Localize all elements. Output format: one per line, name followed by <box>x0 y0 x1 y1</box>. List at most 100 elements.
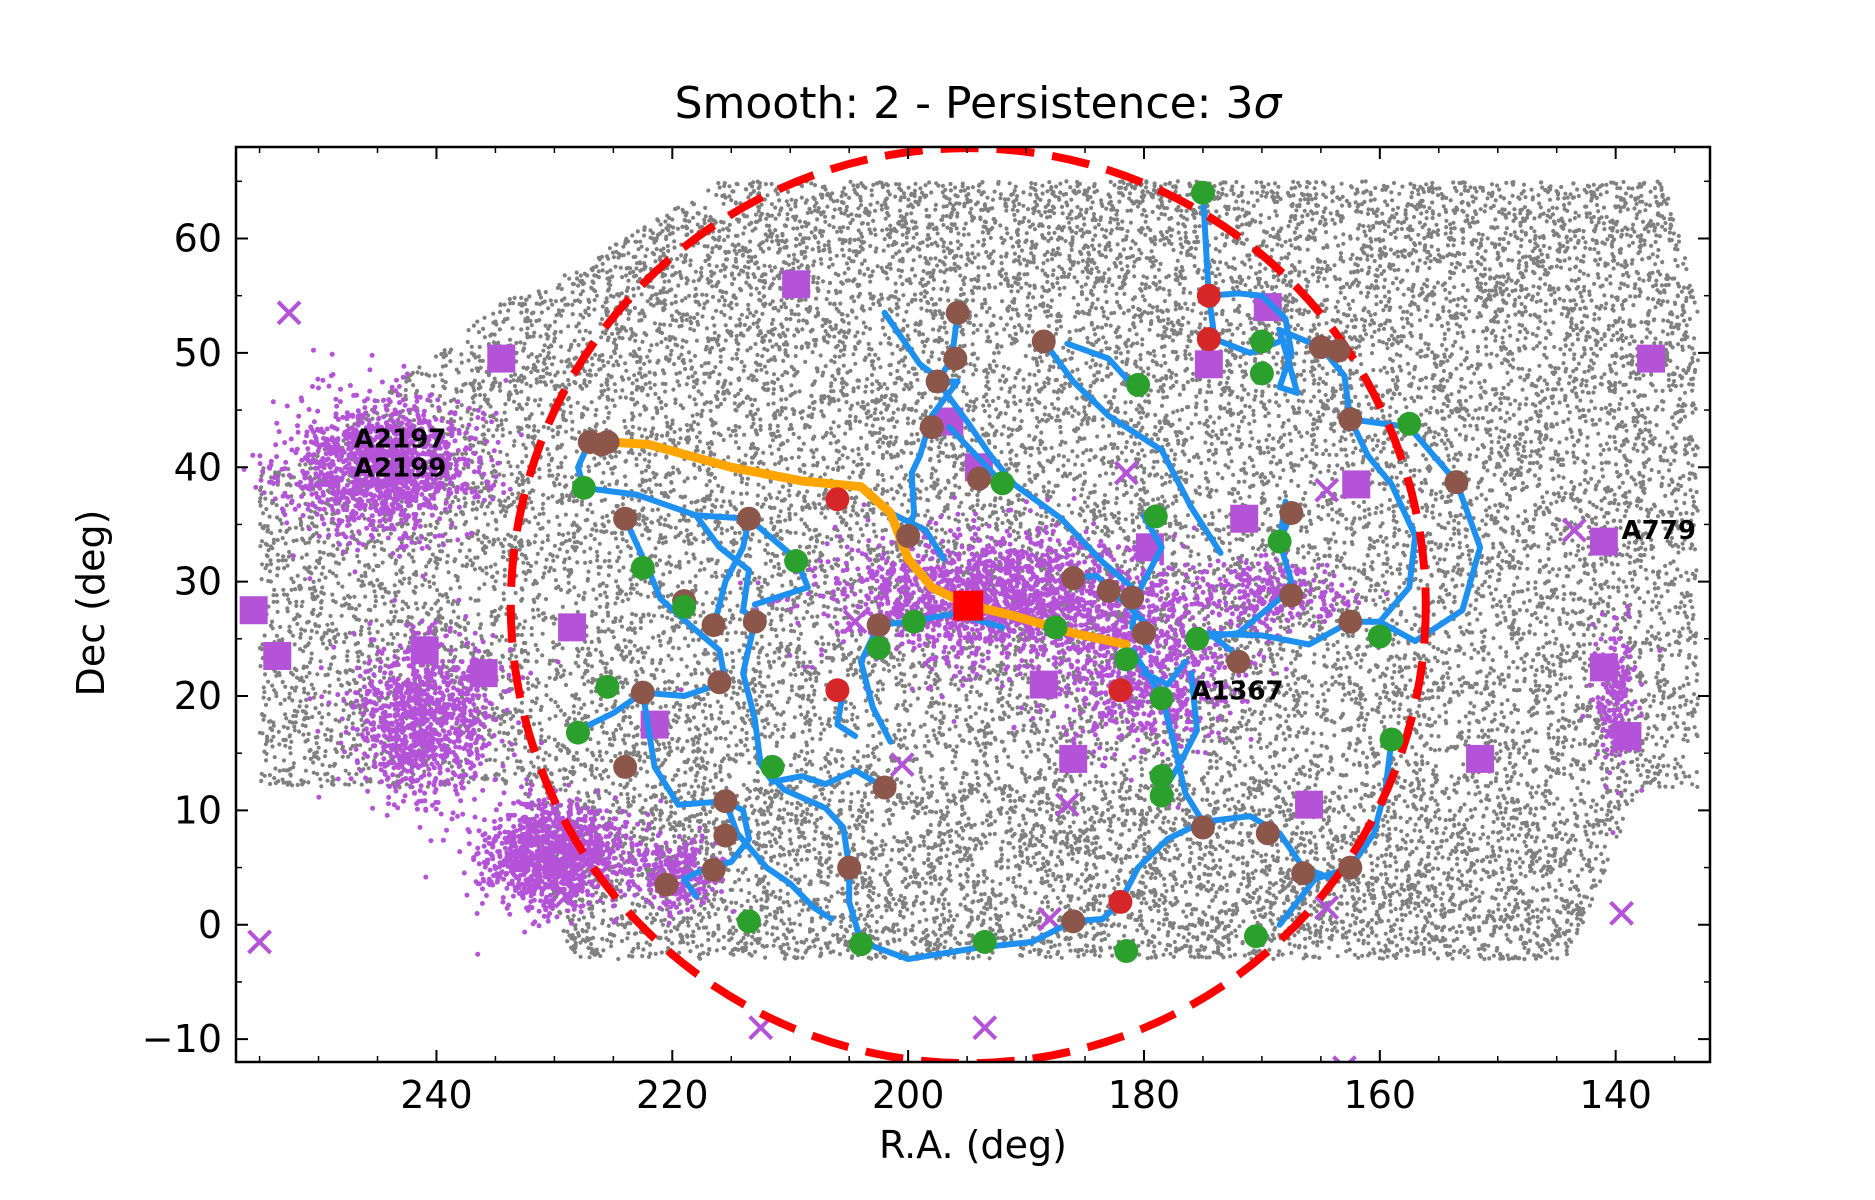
cross-markers <box>247 300 1634 1062</box>
minimum-point <box>1143 504 1168 529</box>
saddle-point <box>613 506 638 531</box>
x-axis-label: R.A. (deg) <box>879 1123 1067 1167</box>
filament <box>1141 658 1189 688</box>
filament <box>834 687 859 739</box>
saddle-point <box>1279 583 1304 608</box>
filament <box>887 510 947 562</box>
cluster-square <box>1466 744 1495 773</box>
saddle-point <box>1031 329 1056 354</box>
cluster-members-1 <box>307 573 561 880</box>
y-tick-label: 20 <box>174 674 222 718</box>
saddle-point <box>1190 815 1215 840</box>
filament <box>1276 864 1354 928</box>
chart-title-symbol: σ <box>1254 78 1283 129</box>
minimum-point <box>760 754 785 779</box>
cross-marker <box>889 752 915 778</box>
y-axis-label: Dec (deg) <box>69 510 113 697</box>
cluster-square <box>1613 722 1642 751</box>
y-tick-label: 50 <box>174 331 222 375</box>
cluster-label: A1367 <box>1191 676 1284 706</box>
saddle-point <box>866 613 891 638</box>
cluster-label: A2197 <box>354 425 447 455</box>
saddle-point <box>872 775 897 800</box>
maximum-point <box>825 678 850 703</box>
minimum-point <box>1185 626 1210 651</box>
cluster-members-0 <box>241 347 524 582</box>
y-tick-label: 0 <box>198 903 222 947</box>
saddle-point <box>1338 407 1363 432</box>
maximum-point <box>1196 327 1221 352</box>
cluster-square <box>487 344 516 373</box>
saddle-point <box>742 609 767 634</box>
minimum-point <box>1267 529 1292 554</box>
minimum-point <box>736 909 761 934</box>
minimum-point <box>1149 764 1174 789</box>
chart-title: Smooth: 2 - Persistence: 3σ <box>675 78 1283 129</box>
cluster-square <box>782 270 811 299</box>
cluster-square <box>1029 670 1058 699</box>
center-layer <box>953 590 984 621</box>
saddle-point <box>1279 501 1304 525</box>
saddle-point <box>1338 855 1363 880</box>
cluster-square <box>239 596 268 625</box>
filament <box>1070 818 1206 925</box>
cluster-square <box>1342 470 1371 499</box>
cross-marker <box>1314 895 1340 921</box>
saddle-point <box>1291 861 1316 886</box>
saddle-point <box>837 855 862 880</box>
cross-marker <box>1054 792 1080 818</box>
cross-marker <box>972 1015 998 1041</box>
maximum-point <box>1196 283 1221 308</box>
minimum-point <box>848 932 873 957</box>
saddle-point <box>1338 609 1363 634</box>
filament <box>1040 338 1224 556</box>
minimum-point <box>1367 624 1392 649</box>
y-tick-label: 10 <box>174 788 222 832</box>
cluster-square <box>1059 744 1088 773</box>
minimum-point <box>630 555 655 580</box>
cross-marker <box>553 883 579 909</box>
minimum-point <box>595 674 620 699</box>
minimum-point <box>1114 939 1139 964</box>
saddle-point <box>713 789 738 814</box>
filament <box>1064 340 1136 388</box>
saddle-point <box>1061 566 1086 591</box>
maximum-point <box>825 487 850 512</box>
cross-marker <box>1561 517 1587 543</box>
saddle-point <box>896 523 921 548</box>
cluster-square <box>410 636 439 665</box>
cross-marker <box>1314 477 1340 503</box>
saddle-point <box>713 823 738 848</box>
saddle-point <box>943 346 968 371</box>
filament <box>757 761 853 871</box>
cross-marker <box>276 300 302 326</box>
cross-marker <box>1609 900 1634 926</box>
minimum-point <box>1397 411 1422 436</box>
minimum-point <box>1043 615 1068 640</box>
filaments <box>575 189 1484 963</box>
filament <box>1347 736 1395 871</box>
center-marker <box>953 590 984 621</box>
y-tick-label: −10 <box>142 1017 222 1061</box>
minimum-point <box>972 929 997 954</box>
saddle-point <box>945 300 970 325</box>
cluster-square <box>469 659 498 688</box>
plot-area <box>239 147 1700 1062</box>
saddle-point <box>919 415 944 440</box>
saddle-point <box>630 680 655 705</box>
cluster-square <box>1295 790 1324 819</box>
plot-frame <box>234 145 1712 1064</box>
saddle-point <box>1061 909 1086 934</box>
filament <box>1188 327 1484 648</box>
minimum-point <box>866 635 891 660</box>
critical-points <box>565 180 1469 964</box>
saddle-point <box>1226 649 1251 674</box>
filament <box>575 515 729 734</box>
x-tick-label: 160 <box>1344 1073 1417 1117</box>
filament <box>846 864 1077 963</box>
saddle-point <box>736 506 761 531</box>
minimum-point <box>565 720 590 745</box>
cluster-members-5 <box>996 525 1289 810</box>
filament <box>946 424 1006 487</box>
